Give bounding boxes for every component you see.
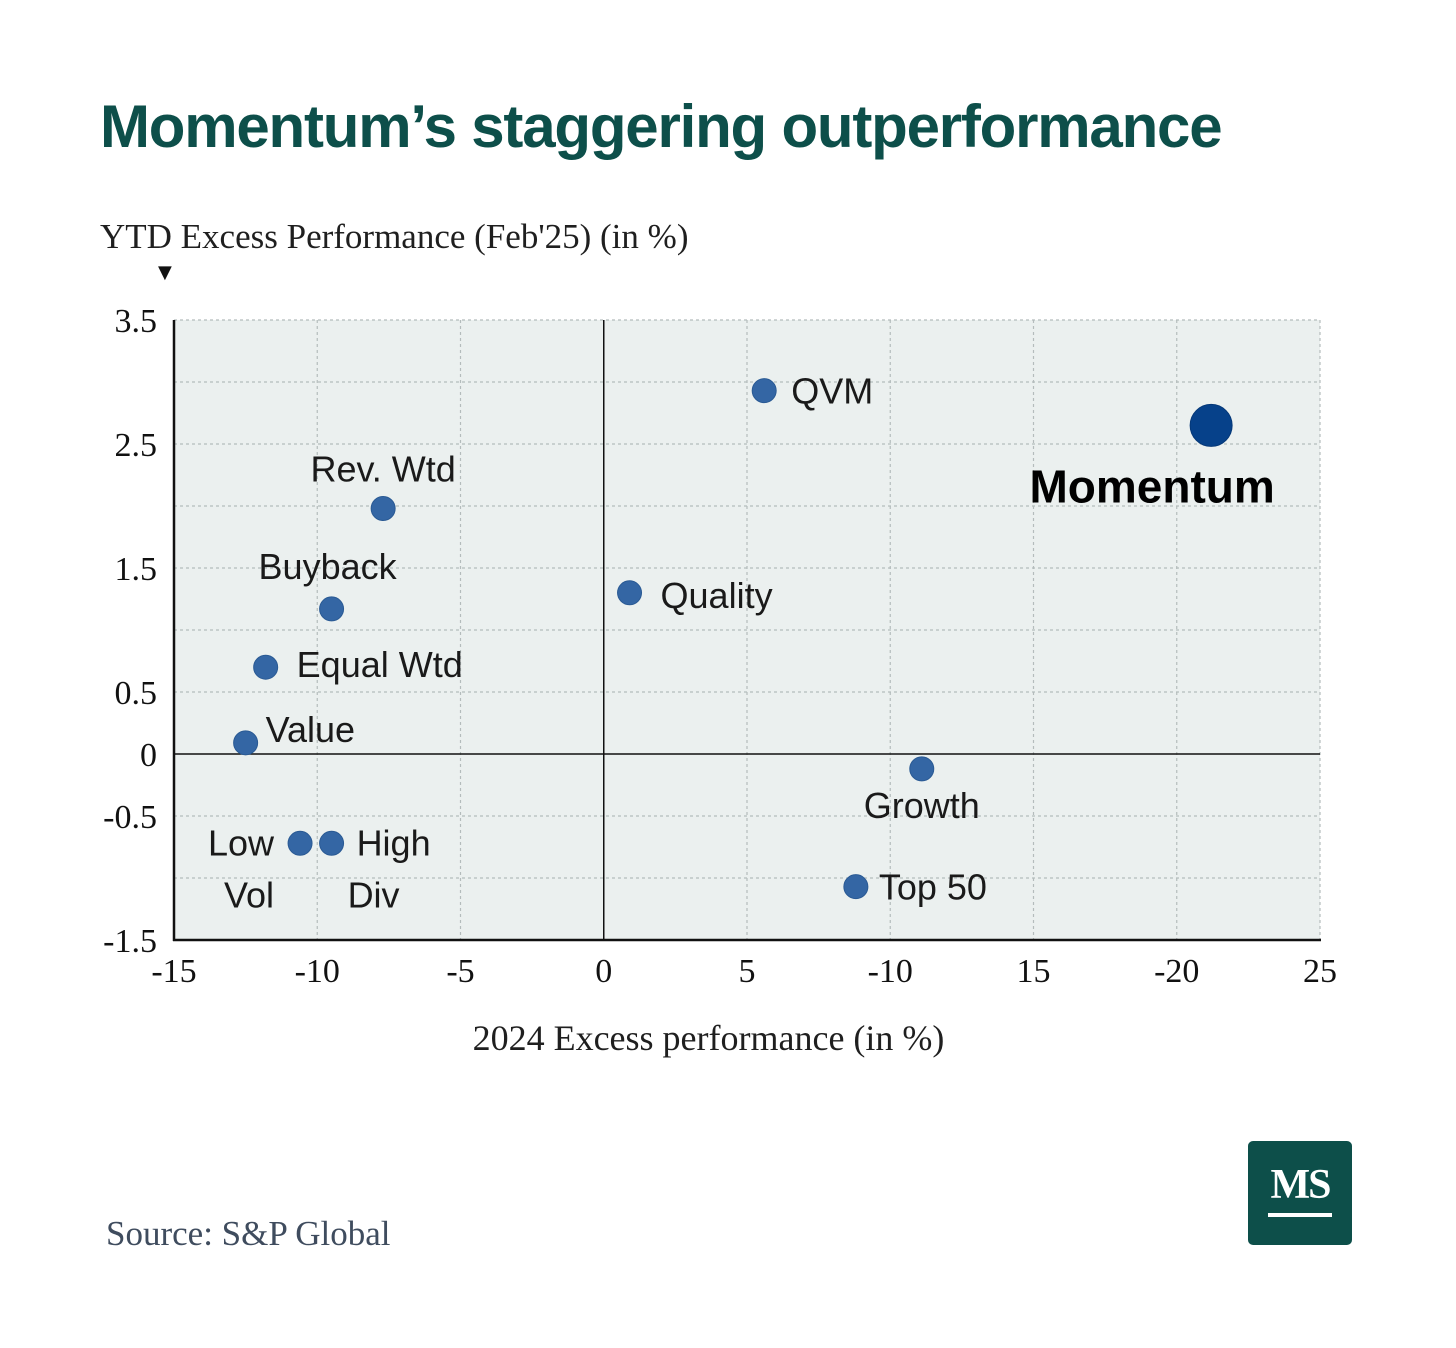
scatter-point — [1189, 403, 1233, 447]
y-tick-label: 3.5 — [115, 303, 158, 340]
chart-title: Momentum’s staggering outperformance — [100, 93, 1223, 160]
point-label: Buyback — [259, 546, 398, 587]
x-tick-label: -5 — [446, 953, 474, 990]
point-label: Quality — [661, 575, 773, 616]
x-tick-label: 0 — [595, 953, 612, 990]
scatter-point — [319, 830, 345, 856]
y-tick-label: 0 — [140, 737, 157, 774]
logo-underline — [1268, 1213, 1332, 1217]
scatter-point — [909, 756, 935, 782]
x-tick-label: -15 — [151, 953, 196, 990]
scatter-point — [253, 654, 279, 680]
x-tick-label: -10 — [868, 953, 913, 990]
point-label: Top 50 — [879, 867, 987, 908]
point-label: QVM — [791, 371, 873, 412]
point-label: High Div — [348, 822, 431, 915]
scatter-point — [751, 378, 777, 404]
y-tick-label: 2.5 — [115, 427, 158, 464]
x-tick-label: 15 — [1017, 953, 1051, 990]
x-tick-label: 5 — [739, 953, 756, 990]
y-axis-label: YTD Excess Performance (Feb'25) (in %) — [100, 217, 689, 256]
scatter-point — [319, 596, 345, 622]
point-label: Growth — [864, 785, 980, 826]
x-tick-label: -10 — [295, 953, 340, 990]
scatter-point — [843, 874, 869, 900]
scatter-point — [233, 730, 259, 756]
logo-text: MS — [1270, 1162, 1332, 1208]
y-tick-label: 1.5 — [115, 551, 158, 588]
y-tick-label: -0.5 — [103, 799, 157, 836]
x-axis-label: 2024 Excess performance (in %) — [472, 1018, 945, 1058]
point-label: Equal Wtd — [297, 644, 463, 685]
ms-logo: MS — [1248, 1141, 1352, 1245]
scatter-point — [617, 580, 643, 606]
point-label: Low Vol — [208, 822, 275, 915]
scatter-point — [370, 495, 396, 521]
x-tick-label: 25 — [1303, 953, 1337, 990]
point-label: Value — [266, 709, 355, 750]
point-label: Momentum — [1029, 460, 1274, 512]
y-axis-arrow-icon: ▼ — [158, 262, 172, 283]
y-tick-label: 0.5 — [115, 675, 158, 712]
point-label: Rev. Wtd — [310, 448, 455, 489]
source-note: Source: S&P Global — [106, 1214, 391, 1253]
y-tick-label: -1.5 — [103, 923, 157, 960]
scatter-point — [287, 830, 313, 856]
x-tick-label: -20 — [1154, 953, 1199, 990]
